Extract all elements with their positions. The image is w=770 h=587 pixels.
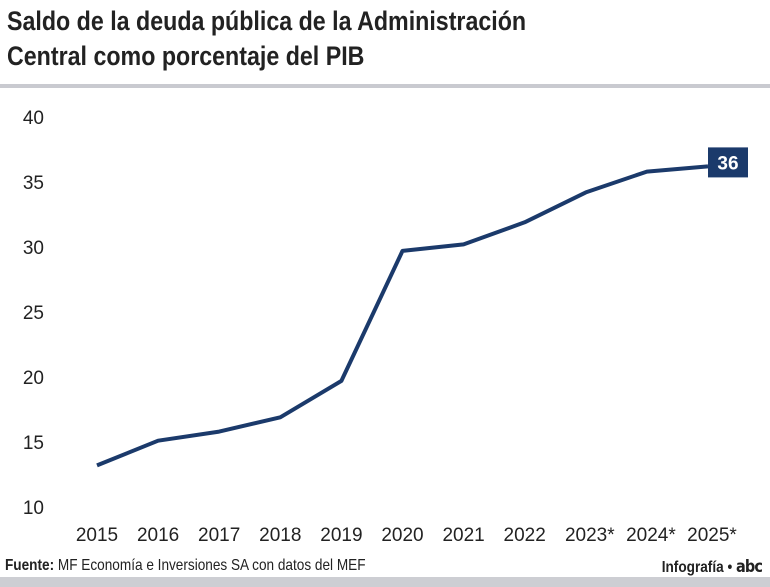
- x-tick-label: 2021: [442, 525, 484, 546]
- x-tick-label: 2025*: [687, 525, 737, 546]
- x-tick-label: 2016: [137, 525, 179, 546]
- chart-title: Saldo de la deuda pública de la Administ…: [7, 4, 695, 74]
- source-label: Fuente:: [5, 557, 55, 574]
- x-tick-label: 2023*: [565, 525, 615, 546]
- y-tick-label: 10: [23, 498, 44, 519]
- title-line-2: Central como porcentaje del PIB: [7, 41, 365, 71]
- x-tick-label: 2017: [198, 525, 240, 546]
- source-text: MF Economía e Inversiones SA con datos d…: [54, 557, 366, 574]
- end-value-label: 36: [717, 153, 738, 174]
- x-tick-label: 2024*: [626, 525, 676, 546]
- title-divider: [0, 84, 770, 88]
- end-label-box: [708, 147, 748, 178]
- y-tick-label: 35: [23, 173, 44, 194]
- y-tick-label: 15: [23, 433, 44, 454]
- abc-logo: abc: [735, 557, 763, 577]
- series-line: [96, 164, 709, 468]
- y-tick-label: 40: [23, 108, 44, 129]
- title-line-1: Saldo de la deuda pública de la Administ…: [7, 6, 527, 36]
- x-tick-label: 2015: [76, 525, 118, 546]
- credit: Infografía • abc: [661, 557, 763, 577]
- x-tick-label: 2022: [504, 525, 546, 546]
- y-tick-label: 30: [23, 238, 44, 259]
- credit-text: Infografía •: [661, 559, 733, 576]
- y-tick-label: 25: [23, 303, 44, 324]
- y-tick-label: 20: [23, 368, 44, 389]
- source-note: Fuente: MF Economía e Inversiones SA con…: [5, 557, 366, 575]
- x-tick-label: 2019: [320, 525, 362, 546]
- x-tick-label: 2020: [381, 525, 423, 546]
- footer-bar: [0, 577, 770, 587]
- x-tick-label: 2018: [259, 525, 301, 546]
